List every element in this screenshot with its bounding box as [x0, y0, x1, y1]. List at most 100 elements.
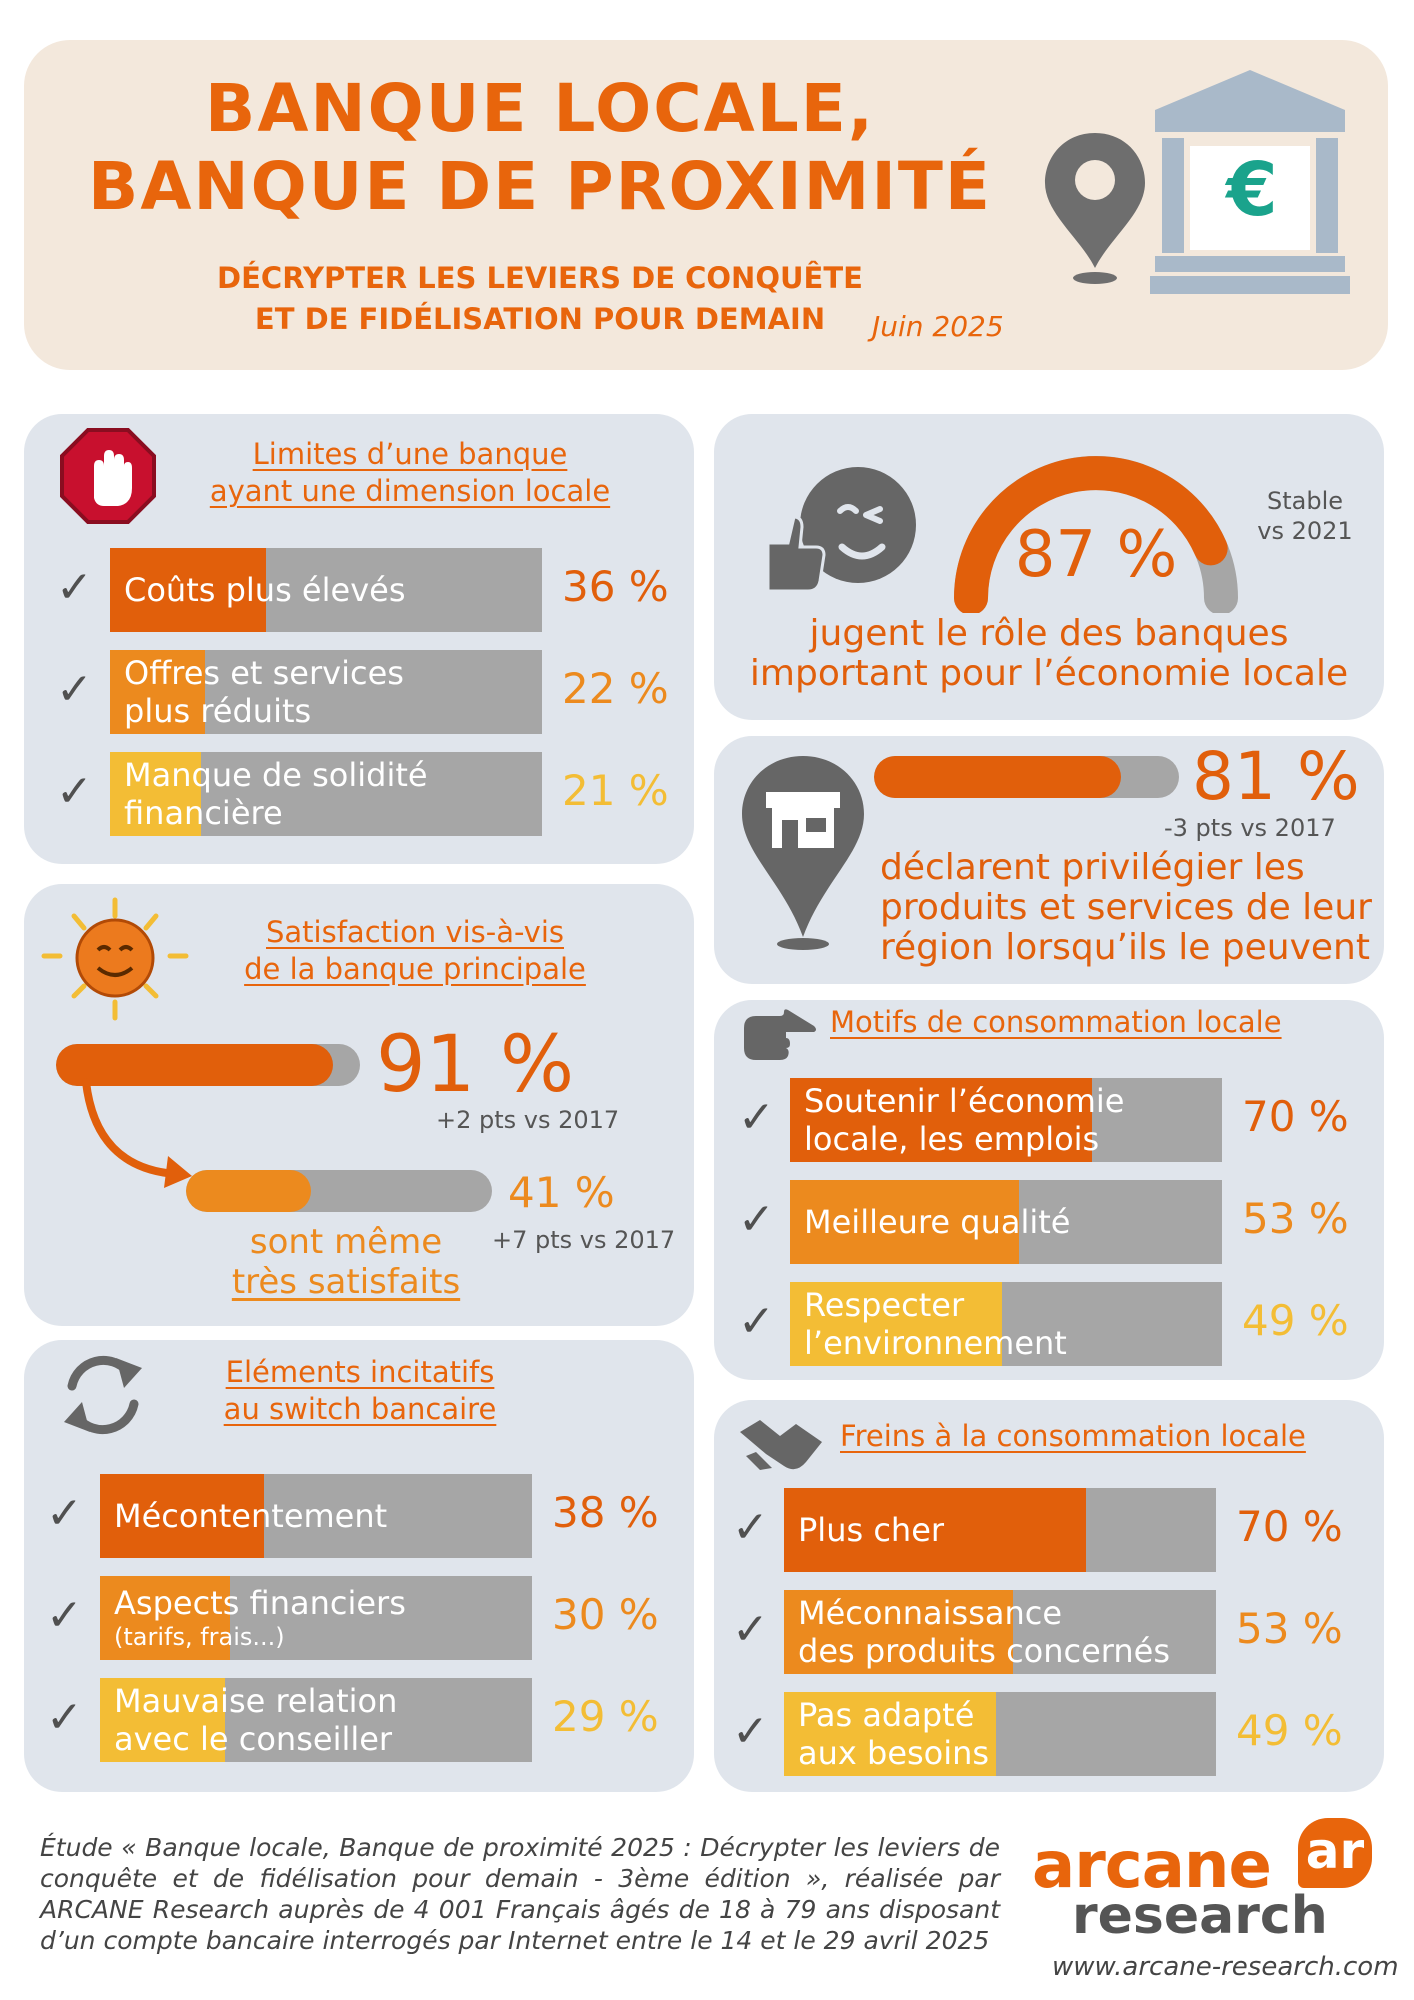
- motifs-bar: Respecter l’environnement: [790, 1282, 1222, 1366]
- publication-date: Juin 2025: [872, 310, 1004, 343]
- freins-bar: Plus cher: [784, 1488, 1216, 1572]
- refresh-arrows-icon: [64, 1355, 142, 1435]
- satisfaction-sub-delta: +7 pts vs 2017: [492, 1226, 676, 1254]
- freins-pct: 53 %: [1236, 1604, 1343, 1653]
- switch-check-icon: ✓: [46, 1488, 83, 1539]
- role-banques-pct: 87 %: [1014, 518, 1178, 592]
- satisfaction-sub-fill: [186, 1170, 312, 1212]
- thumbs-up-wink-icon: [766, 467, 916, 593]
- limites-bar: Coûts plus élevés: [110, 548, 542, 632]
- freins-bar-fill: [784, 1590, 1013, 1674]
- switch-check-icon: ✓: [46, 1590, 83, 1641]
- limites-pct: 21 %: [562, 766, 669, 815]
- study-note: Étude « Banque locale, Banque de proximi…: [40, 1833, 1000, 1955]
- subtitle-line-1: DÉCRYPTER LES LEVIERS DE CONQUÊTE: [217, 261, 863, 295]
- role-banques-desc: jugent le rôle des banques important pou…: [749, 613, 1349, 694]
- page-title: BANQUE LOCALE, BANQUE DE PROXIMITÉ: [60, 70, 1020, 226]
- euro-symbol: €: [1226, 147, 1278, 233]
- motifs-bar-label: Soutenir l’économie locale, les emplois: [804, 1082, 1125, 1158]
- shop-pin-icon: [742, 756, 864, 950]
- satisfaction-main-bar: [56, 1044, 360, 1086]
- limites-bar-label: Manque de solidité financière: [124, 756, 428, 832]
- gauge-87: [954, 456, 1238, 613]
- switch-bar-label: Aspects financiers (tarifs, frais...): [114, 1584, 406, 1651]
- limites-pct: 22 %: [562, 664, 669, 713]
- freins-bar-label: Méconnaissance des produits concernés: [798, 1594, 1171, 1670]
- region-pct: 81 %: [1192, 738, 1360, 815]
- region-bar: [874, 756, 1179, 798]
- stop-hand-icon: [60, 428, 156, 524]
- switch-bar: Mauvaise relation avec le conseiller: [100, 1678, 532, 1762]
- motifs-pct: 49 %: [1242, 1296, 1349, 1345]
- limites-check-icon: ✓: [56, 766, 93, 817]
- satisfaction-sub-pct: 41 %: [508, 1168, 615, 1217]
- motifs-check-icon: ✓: [738, 1092, 775, 1143]
- switch-bar-fill: [100, 1474, 265, 1558]
- limites-check-icon: ✓: [56, 664, 93, 715]
- logo-word-research: research: [1072, 1886, 1328, 1946]
- motifs-bar: Meilleure qualité: [790, 1180, 1222, 1264]
- switch-title: Eléments incitatifs au switch bancaire: [223, 1355, 497, 1426]
- motifs-bar-label: Meilleure qualité: [804, 1203, 1071, 1241]
- limites-bar: Manque de solidité financière: [110, 752, 542, 836]
- satisfaction-title: Satisfaction vis-à-vis de la banque prin…: [244, 915, 586, 986]
- freins-pct: 49 %: [1236, 1706, 1343, 1755]
- switch-bar: Aspects financiers (tarifs, frais...): [100, 1576, 532, 1660]
- satisfaction-sub-bar: [186, 1170, 492, 1212]
- freins-title: Freins à la consommation locale: [840, 1419, 1306, 1453]
- curved-arrow-icon: [82, 1078, 192, 1188]
- freins-bar-fill: [784, 1692, 996, 1776]
- freins-check-icon: ✓: [732, 1706, 769, 1757]
- switch-bar-label: Mauvaise relation avec le conseiller: [114, 1682, 398, 1758]
- motifs-title: Motifs de consommation locale: [830, 1005, 1282, 1039]
- region-bar-fill: [874, 756, 1122, 798]
- freins-bar: Méconnaissance des produits concernés: [784, 1590, 1216, 1674]
- freins-bar-label: Plus cher: [798, 1511, 945, 1549]
- satisfaction-sub-desc: sont même très satisfaits: [231, 1222, 461, 1302]
- limites-bar-fill: [110, 650, 206, 734]
- freins-bar: Pas adapté aux besoins: [784, 1692, 1216, 1776]
- handshake-icon: [740, 1420, 822, 1470]
- satisfaction-main-delta: +2 pts vs 2017: [436, 1106, 620, 1134]
- region-delta: -3 pts vs 2017: [1164, 814, 1336, 842]
- freins-bar-label: Pas adapté aux besoins: [798, 1696, 990, 1772]
- role-banques-stable: Stable vs 2021: [1257, 487, 1353, 545]
- subtitle-line-2: ET DE FIDÉLISATION POUR DEMAIN: [254, 302, 826, 336]
- switch-pct: 29 %: [552, 1692, 659, 1741]
- satisfaction-main-fill: [56, 1044, 333, 1086]
- limites-pct: 36 %: [562, 562, 669, 611]
- limites-bar-fill: [110, 752, 201, 836]
- switch-bar-fill: [100, 1678, 226, 1762]
- sun-smile-icon: [41, 897, 189, 1021]
- freins-bar-fill: [784, 1488, 1087, 1572]
- limites-check-icon: ✓: [56, 562, 93, 613]
- title-line-2: BANQUE DE PROXIMITÉ: [88, 148, 992, 225]
- limites-bar: Offres et services plus réduits: [110, 650, 542, 734]
- switch-check-icon: ✓: [46, 1692, 83, 1743]
- switch-bar-fill: [100, 1576, 230, 1660]
- region-desc: déclarent privilégier les produits et se…: [880, 847, 1372, 968]
- switch-bar-label: Mécontentement: [114, 1497, 388, 1535]
- motifs-bar: Soutenir l’économie locale, les emplois: [790, 1078, 1222, 1162]
- motifs-bar-fill: [790, 1078, 1093, 1162]
- header-banner: [24, 40, 1388, 370]
- freins-check-icon: ✓: [732, 1502, 769, 1553]
- freins-pct: 70 %: [1236, 1502, 1343, 1551]
- switch-bar: Mécontentement: [100, 1474, 532, 1558]
- bank-icon: [1150, 70, 1350, 294]
- pointing-hand-icon: [744, 1009, 816, 1060]
- limites-bar-label: Coûts plus élevés: [124, 571, 406, 609]
- motifs-pct: 53 %: [1242, 1194, 1349, 1243]
- limites-title: Limites d’une banque ayant une dimension…: [209, 437, 611, 508]
- website-link[interactable]: www.arcane-research.com: [1052, 1952, 1399, 1982]
- limites-bar-fill: [110, 548, 266, 632]
- motifs-bar-fill: [790, 1180, 1019, 1264]
- satisfaction-main-pct: 91 %: [376, 1020, 575, 1110]
- page-subtitle: DÉCRYPTER LES LEVIERS DE CONQUÊTE ET DE …: [150, 258, 930, 340]
- switch-pct: 30 %: [552, 1590, 659, 1639]
- freins-check-icon: ✓: [732, 1604, 769, 1655]
- map-pin-icon: [1045, 133, 1145, 284]
- title-line-1: BANQUE LOCALE,: [205, 70, 875, 147]
- motifs-check-icon: ✓: [738, 1194, 775, 1245]
- limites-bar-label: Offres et services plus réduits: [124, 654, 404, 730]
